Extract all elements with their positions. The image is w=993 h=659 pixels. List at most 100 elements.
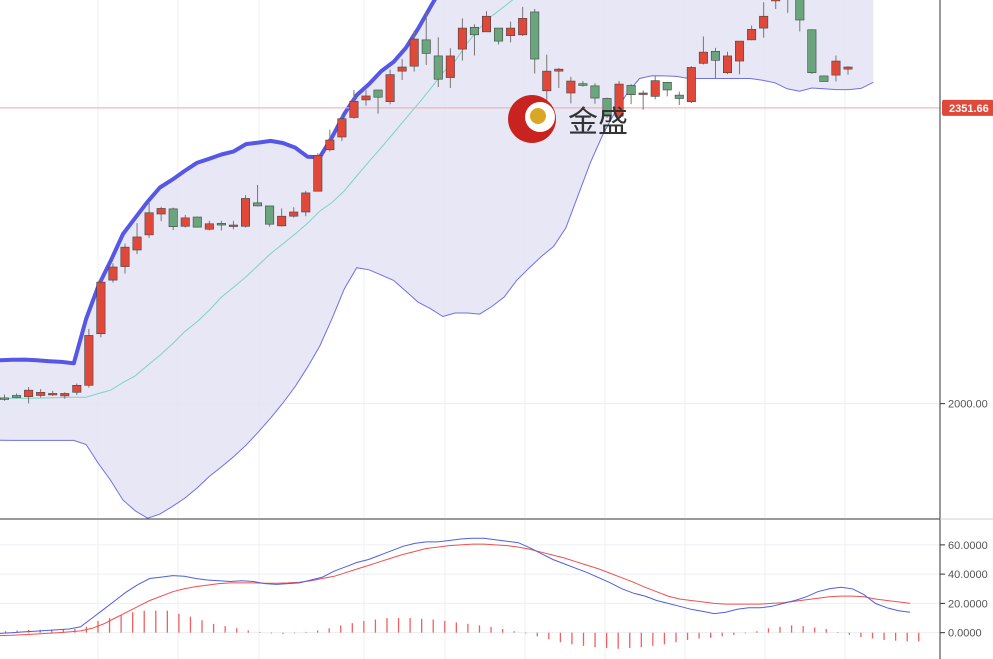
candle-body — [638, 92, 648, 95]
watermark-logo: 金盛 — [508, 95, 628, 143]
candle-body — [180, 217, 190, 227]
candle — [445, 48, 455, 88]
candle — [578, 81, 588, 87]
candle-body — [132, 236, 142, 251]
candle — [277, 208, 287, 227]
candle-body — [469, 26, 479, 36]
candle — [759, 2, 769, 38]
candle-body — [506, 27, 516, 36]
candle-body — [156, 208, 166, 215]
candle — [265, 205, 275, 227]
candle — [253, 184, 263, 207]
macd-tick-label: 40.0000 — [948, 569, 988, 581]
candle — [542, 54, 552, 104]
candle-body — [722, 55, 732, 74]
candle-body — [735, 40, 745, 62]
candle — [698, 36, 708, 65]
candle — [72, 383, 82, 396]
candle — [144, 202, 154, 238]
candle — [831, 55, 841, 82]
candle — [409, 30, 419, 72]
candle-body — [204, 223, 214, 230]
candle — [457, 18, 467, 61]
candle — [385, 69, 395, 105]
candle-body — [241, 198, 251, 227]
candle-body — [253, 202, 263, 207]
candle — [787, 0, 789, 13]
candle-body — [385, 74, 395, 102]
candle — [60, 392, 70, 399]
candle — [216, 220, 226, 231]
macd-tick-label: 0.0000 — [948, 628, 982, 640]
candle — [180, 214, 190, 228]
current-price-tag: 2351.66 — [942, 99, 993, 116]
candle — [614, 81, 624, 118]
candle-body — [108, 266, 118, 281]
candle — [638, 90, 648, 110]
candle — [735, 40, 745, 75]
candle — [132, 223, 142, 255]
candle — [301, 190, 311, 217]
candle — [590, 83, 600, 104]
candle — [168, 207, 178, 231]
candle — [433, 37, 443, 88]
candle — [747, 25, 757, 41]
candle-body — [602, 98, 612, 116]
candle — [686, 66, 696, 103]
candle-body — [349, 100, 359, 118]
macd-dif-line — [0, 537, 911, 634]
candle — [674, 91, 684, 106]
candle — [96, 279, 106, 338]
candle-body — [36, 391, 46, 396]
candle-body — [144, 212, 154, 236]
bollinger-upper-line — [0, 0, 437, 366]
candle-body — [698, 51, 708, 64]
candle — [421, 11, 431, 65]
candle-body — [313, 155, 323, 192]
candle — [120, 243, 130, 274]
candle-body — [530, 11, 540, 60]
candle — [108, 263, 118, 283]
candle-body — [433, 55, 443, 80]
macd-tick-label: 20.0000 — [948, 598, 988, 610]
candle-body — [819, 75, 829, 82]
candle-body — [747, 29, 757, 41]
candle-body — [72, 385, 82, 393]
candle-body — [807, 29, 817, 74]
candle-body — [168, 208, 178, 228]
candle-body — [674, 94, 684, 99]
price-axis: 2000.00 — [940, 399, 988, 411]
price-tag-background — [942, 99, 993, 116]
candle-body — [84, 335, 94, 386]
candle — [12, 393, 22, 399]
macd-axis: 60.0000 40.0000 20.0000 0.0000 — [940, 540, 988, 640]
candle-body — [325, 139, 335, 151]
candlesticks — [0, 0, 853, 404]
candle-body — [409, 38, 419, 67]
candle — [722, 51, 732, 75]
price-tick-label: 2000.00 — [948, 399, 988, 411]
candle-body — [759, 15, 769, 29]
candle — [397, 59, 407, 81]
candle-body — [48, 393, 58, 396]
candle-body — [60, 393, 70, 397]
candle — [626, 84, 636, 105]
candle — [241, 195, 251, 228]
candle — [530, 8, 540, 74]
candle — [313, 153, 323, 192]
macd-tick-label: 60.0000 — [948, 540, 988, 552]
candle-body — [626, 85, 636, 95]
candle — [373, 89, 383, 114]
candle — [843, 66, 853, 75]
candle — [84, 328, 94, 388]
candle — [204, 220, 214, 231]
candle-body — [518, 18, 528, 36]
macd-pane — [0, 520, 940, 659]
candle — [506, 21, 516, 43]
candle — [289, 207, 299, 218]
candle — [710, 47, 720, 79]
candle — [566, 76, 576, 104]
candle — [24, 387, 34, 404]
candle-body — [831, 60, 841, 76]
